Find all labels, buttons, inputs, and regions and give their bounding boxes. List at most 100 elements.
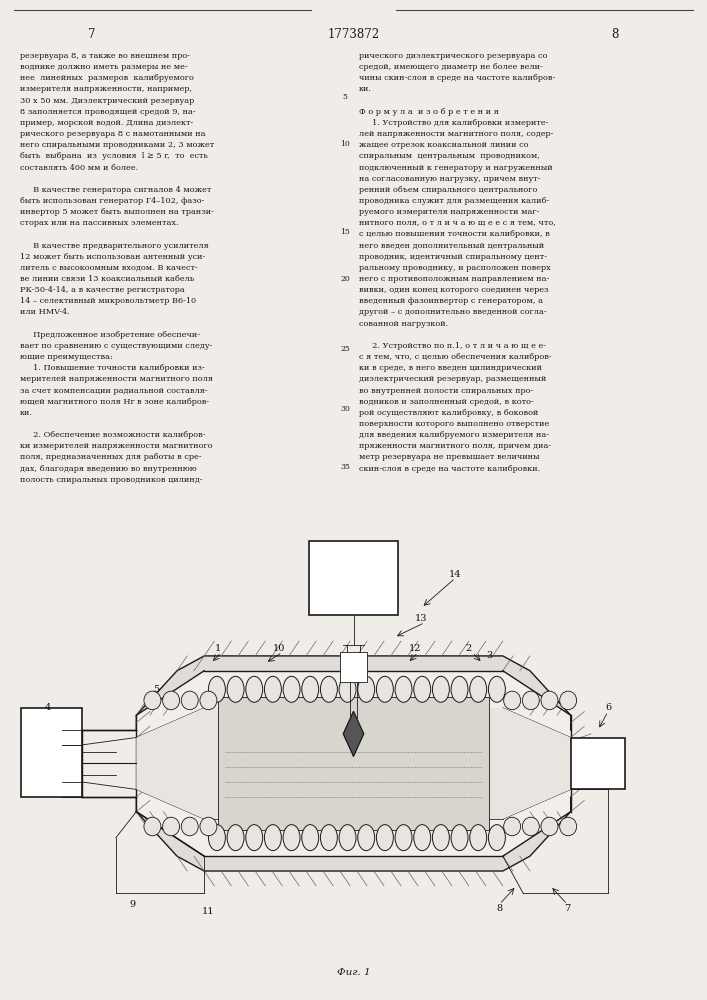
FancyBboxPatch shape	[340, 652, 367, 682]
Text: Предложенное изобретение обеспечи-: Предложенное изобретение обеспечи-	[20, 331, 200, 339]
Text: 5: 5	[343, 93, 347, 101]
Ellipse shape	[200, 691, 217, 710]
Ellipse shape	[283, 676, 300, 702]
Ellipse shape	[469, 825, 486, 851]
Ellipse shape	[181, 817, 198, 836]
Text: 9: 9	[130, 900, 136, 909]
Text: него введен дополнительный центральный: него введен дополнительный центральный	[359, 242, 544, 250]
Ellipse shape	[246, 825, 263, 851]
Ellipse shape	[320, 676, 337, 702]
Text: него спиральными проводниками 2, 3 может: него спиральными проводниками 2, 3 может	[20, 141, 214, 149]
Polygon shape	[136, 671, 571, 856]
Ellipse shape	[264, 676, 281, 702]
Text: 8 заполняется проводящей средой 9, на-: 8 заполняется проводящей средой 9, на-	[20, 108, 195, 116]
Text: за счет компенсации радиальной составля-: за счет компенсации радиальной составля-	[20, 387, 207, 395]
Text: поверхности которого выполнено отверстие: поверхности которого выполнено отверстие	[359, 420, 549, 428]
Text: Ф о р м у л а  и з о б р е т е н и я: Ф о р м у л а и з о б р е т е н и я	[359, 108, 499, 116]
Text: В качестве генератора сигналов 4 может: В качестве генератора сигналов 4 может	[20, 186, 211, 194]
Text: 5: 5	[153, 685, 160, 694]
Ellipse shape	[358, 676, 375, 702]
Text: измерителя напряженности, например,: измерителя напряженности, например,	[20, 85, 192, 93]
Text: с целью повышения точности калибровки, в: с целью повышения точности калибровки, в	[359, 230, 550, 238]
Text: вает по сравнению с существующими следу-: вает по сравнению с существующими следу-	[20, 342, 212, 350]
Ellipse shape	[503, 817, 520, 836]
Text: РК-50-4-14, а в качестве регистратора: РК-50-4-14, а в качестве регистратора	[20, 286, 185, 294]
Ellipse shape	[181, 691, 198, 710]
Text: другой – с дополнительно введенной согла-: другой – с дополнительно введенной согла…	[359, 308, 547, 316]
Text: быть  выбрана  из  условия  l ≥ 5 r,  то  есть: быть выбрана из условия l ≥ 5 r, то есть	[20, 152, 208, 160]
Ellipse shape	[414, 825, 431, 851]
FancyBboxPatch shape	[310, 541, 397, 615]
Text: 10: 10	[273, 644, 285, 653]
Text: ральному проводнику, и расположен поверх: ральному проводнику, и расположен поверх	[359, 264, 551, 272]
Ellipse shape	[451, 676, 468, 702]
Text: лей напряженности магнитного поля, содер-: лей напряженности магнитного поля, содер…	[359, 130, 554, 138]
Text: пряженности магнитного поля, причем диа-: пряженности магнитного поля, причем диа-	[359, 442, 551, 450]
Text: ки.: ки.	[20, 409, 33, 417]
Text: 2. Обеспечение возможности калибров-: 2. Обеспечение возможности калибров-	[20, 431, 205, 439]
Text: чины скин-слоя в среде на частоте калибров-: чины скин-слоя в среде на частоте калибр…	[359, 74, 556, 82]
Text: 6: 6	[605, 703, 611, 712]
Text: 7: 7	[564, 904, 571, 913]
Text: ющей магнитного поля Нr в зоне калибров-: ющей магнитного поля Нr в зоне калибров-	[20, 398, 209, 406]
Text: рой осуществляют калибровку, в боковой: рой осуществляют калибровку, в боковой	[359, 409, 539, 417]
Ellipse shape	[144, 691, 161, 710]
Text: во внутренней полости спиральных про-: во внутренней полости спиральных про-	[359, 387, 533, 395]
Ellipse shape	[209, 676, 226, 702]
Text: на согласованную нагрузку, причем внут-: на согласованную нагрузку, причем внут-	[359, 175, 541, 183]
Text: ренний объем спирального центрального: ренний объем спирального центрального	[359, 186, 537, 194]
Ellipse shape	[560, 817, 577, 836]
Ellipse shape	[227, 676, 244, 702]
Ellipse shape	[522, 817, 539, 836]
Text: 30 х 50 мм. Диэлектрический резервуар: 30 х 50 мм. Диэлектрический резервуар	[20, 97, 194, 105]
Text: проводника служит для размещения калиб-: проводника служит для размещения калиб-	[359, 197, 549, 205]
Text: пример, морской водой. Длина диэлект-: пример, морской водой. Длина диэлект-	[20, 119, 193, 127]
Text: 35: 35	[340, 463, 350, 471]
Text: проводник, идентичный спиральному цент-: проводник, идентичный спиральному цент-	[359, 253, 547, 261]
Ellipse shape	[541, 691, 558, 710]
Ellipse shape	[414, 676, 431, 702]
Text: 12 может быть использован антенный уси-: 12 может быть использован антенный уси-	[20, 253, 205, 261]
Text: дах, благодаря введению во внутреннюю: дах, благодаря введению во внутреннюю	[20, 465, 197, 473]
Text: В качестве предварительного усилителя: В качестве предварительного усилителя	[20, 242, 209, 250]
FancyBboxPatch shape	[21, 708, 82, 797]
Ellipse shape	[302, 676, 319, 702]
Text: резервуара 8, а также во внешнем про-: резервуара 8, а также во внешнем про-	[20, 52, 189, 60]
Text: 8: 8	[496, 904, 503, 913]
Text: жащее отрезок коаксиальной линии со: жащее отрезок коаксиальной линии со	[359, 141, 529, 149]
Text: диэлектрический резервуар, размещенный: диэлектрический резервуар, размещенный	[359, 375, 547, 383]
Ellipse shape	[560, 691, 577, 710]
Text: или НМV-4.: или НМV-4.	[20, 308, 69, 316]
Text: вивки, один конец которого соединен через: вивки, один конец которого соединен чере…	[359, 286, 549, 294]
Text: подключенный к генератору и нагруженный: подключенный к генератору и нагруженный	[359, 163, 553, 172]
Text: литель с высокоомным входом. В качест-: литель с высокоомным входом. В качест-	[20, 264, 197, 272]
Ellipse shape	[283, 825, 300, 851]
Text: поля, предназначенных для работы в сре-: поля, предназначенных для работы в сре-	[20, 453, 201, 461]
Text: ющие преимущества:: ющие преимущества:	[20, 353, 112, 361]
FancyBboxPatch shape	[571, 738, 625, 789]
Text: мерителей напряженности магнитного поля: мерителей напряженности магнитного поля	[20, 375, 213, 383]
Text: ве линии связи 13 коаксиальный кабель: ве линии связи 13 коаксиальный кабель	[20, 275, 194, 283]
Text: рического диэлектрического резервуара со: рического диэлектрического резервуара со	[359, 52, 547, 60]
Text: воднике должно иметь размеры не ме-: воднике должно иметь размеры не ме-	[20, 63, 187, 71]
Text: полость спиральных проводников цилинд-: полость спиральных проводников цилинд-	[20, 476, 202, 484]
Text: для введения калибруемого измерителя на-: для введения калибруемого измерителя на-	[359, 431, 549, 439]
Text: сторах или на пассивных элементах.: сторах или на пассивных элементах.	[20, 219, 178, 227]
Text: нее  линейных  размеров  калибруемого: нее линейных размеров калибруемого	[20, 74, 194, 82]
Polygon shape	[136, 708, 571, 819]
Ellipse shape	[320, 825, 337, 851]
Ellipse shape	[433, 825, 450, 851]
Text: нитного поля, о т л и ч а ю щ е е с я тем, что,: нитного поля, о т л и ч а ю щ е е с я те…	[359, 219, 556, 227]
Text: 12: 12	[409, 644, 421, 653]
Ellipse shape	[163, 691, 180, 710]
Text: 15: 15	[340, 228, 350, 236]
Text: 2. Устройство по п.1, о т л и ч а ю щ е е-: 2. Устройство по п.1, о т л и ч а ю щ е …	[359, 342, 546, 350]
Text: быть использован генератор Г4–102, фазо-: быть использован генератор Г4–102, фазо-	[20, 197, 204, 205]
Ellipse shape	[200, 817, 217, 836]
Text: ки измерителей напряженности магнитного: ки измерителей напряженности магнитного	[20, 442, 212, 450]
Text: 11: 11	[201, 907, 214, 916]
Text: 4: 4	[45, 703, 51, 712]
FancyBboxPatch shape	[218, 697, 489, 830]
Ellipse shape	[339, 676, 356, 702]
Text: инвертор 5 может быть выполнен на транзи-: инвертор 5 может быть выполнен на транзи…	[20, 208, 214, 216]
